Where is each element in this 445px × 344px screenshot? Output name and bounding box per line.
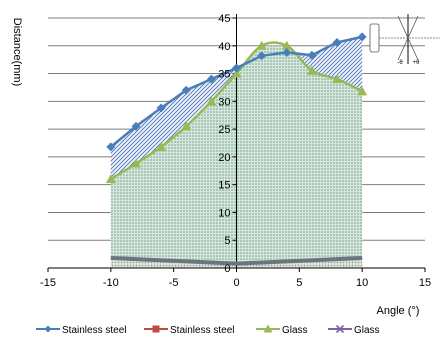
legend-label-2: Glass: [282, 325, 308, 336]
series-line-baseline: [110, 256, 363, 266]
point-stainless-steel-9: [332, 37, 342, 47]
y-tick-label-10: 10: [218, 207, 230, 219]
point-stainless-steel-3: [181, 85, 191, 95]
point-stainless-steel-2: [156, 103, 166, 113]
y-tick-label-45: 45: [218, 13, 230, 25]
legend-marker-2: [263, 324, 273, 333]
x-axis-label: Angle (°): [377, 305, 420, 317]
point-glass-2: [156, 141, 167, 151]
inset-diagram: -θ +θ: [369, 14, 440, 66]
x-tick-label-0: 0: [233, 277, 239, 289]
point-stainless-steel-7: [282, 47, 292, 57]
point-glass-0: [105, 174, 116, 184]
x-tick-label--15: -15: [40, 277, 56, 289]
y-tick-label-20: 20: [218, 152, 230, 164]
legend-label-0: Stainless steel: [62, 325, 126, 336]
point-glass-9: [332, 74, 343, 84]
y-tick-label-35: 35: [218, 69, 230, 81]
point-stainless-steel-8: [307, 50, 317, 60]
point-glass-8: [306, 65, 317, 75]
y-tick-label-30: 30: [218, 96, 230, 108]
y-tick-label-25: 25: [218, 124, 230, 136]
legend-marker-3: [335, 324, 345, 334]
tick-labels: -15 -10 -5 0 5 10 15 0 5 10 15 20 25 30 35 40 45: [40, 13, 431, 289]
point-stainless-steel-10: [357, 32, 367, 42]
inset-label-plus: +θ: [413, 60, 421, 66]
point-glass-5: [231, 68, 242, 78]
point-glass-7: [281, 40, 292, 50]
point-stainless-steel-4: [206, 74, 216, 84]
series-lines: [105, 32, 368, 266]
area-fill-baseline: [110, 258, 363, 268]
x-tick-label--5: -5: [169, 277, 179, 289]
point-stainless-steel-0: [106, 142, 116, 152]
legend-label-3: Glass: [354, 325, 380, 336]
axes: [47, 14, 426, 272]
point-stainless-steel-6: [257, 51, 267, 61]
point-glass-4: [206, 96, 217, 106]
y-tick-label-40: 40: [218, 41, 230, 53]
inset-sensor-box: [369, 23, 380, 53]
legend-marker-0: [44, 325, 52, 333]
legend-label-1: Stainless steel: [170, 325, 234, 336]
point-stainless-steel-5: [232, 63, 241, 73]
x-tick-label-5: 5: [296, 277, 302, 289]
point-stainless-steel-1: [131, 121, 141, 131]
y-tick-label-15: 15: [218, 180, 230, 192]
y-axis-label: Distance(mm): [11, 18, 23, 86]
legend: Stainless steel Stainless steel Glass Glass: [36, 324, 380, 336]
y-tick-label-5: 5: [224, 235, 230, 247]
y-tick-label-0: 0: [224, 263, 230, 275]
point-glass-6: [256, 40, 267, 50]
point-glass-10: [357, 86, 368, 96]
area-fill-stainless-steel: [110, 36, 363, 180]
x-tick-label-10: 10: [356, 277, 368, 289]
inset-tilt-plus: [397, 15, 419, 61]
point-glass-1: [130, 158, 141, 168]
point-glass-3: [181, 121, 192, 131]
legend-marker-1: [152, 325, 160, 333]
inset-label-minus: -θ: [397, 60, 403, 66]
x-tick-label--10: -10: [103, 277, 119, 289]
x-tick-label-15: 15: [419, 277, 431, 289]
